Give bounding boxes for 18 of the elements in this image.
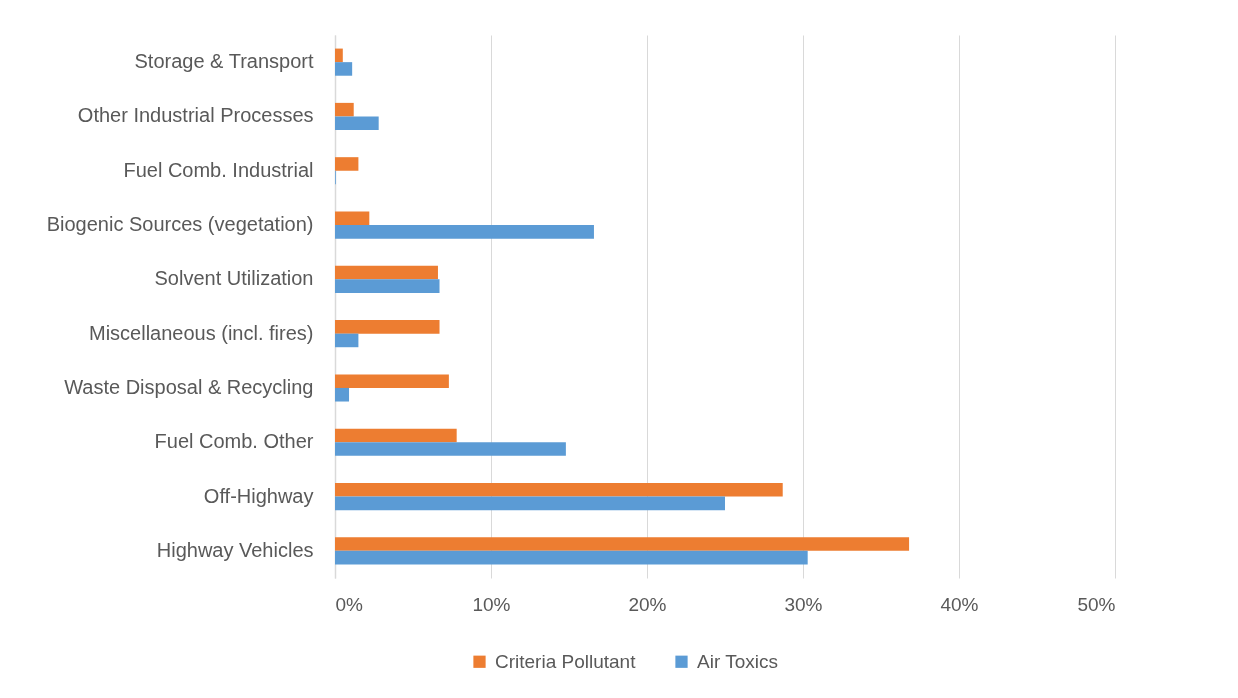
- legend-label: Criteria Pollutant: [495, 650, 637, 672]
- y-tick-label: Solvent Utilization: [154, 267, 314, 290]
- x-tick-label: 40%: [940, 593, 979, 615]
- y-tick-label: Fuel Comb. Industrial: [123, 158, 314, 181]
- y-tick-label: Highway Vehicles: [156, 538, 314, 561]
- y-tick-label: Other Industrial Processes: [77, 104, 314, 127]
- x-tick-label: 10%: [472, 593, 511, 615]
- y-tick-label: Biogenic Sources (vegetation): [46, 213, 314, 236]
- y-tick-label: Fuel Comb. Other: [154, 430, 314, 453]
- y-tick-label: Storage & Transport: [134, 50, 314, 73]
- y-tick-label: Miscellaneous (incl. fires): [88, 321, 314, 344]
- y-tick-label: Off-Highway: [203, 484, 314, 507]
- x-tick-label: 20%: [628, 593, 667, 615]
- legend-label: Air Toxics: [697, 650, 778, 672]
- x-tick-label: 0%: [335, 593, 364, 615]
- x-tick-label: 50%: [1077, 593, 1116, 615]
- y-tick-label: Waste Disposal & Recycling: [64, 375, 314, 398]
- x-tick-label: 30%: [784, 593, 823, 615]
